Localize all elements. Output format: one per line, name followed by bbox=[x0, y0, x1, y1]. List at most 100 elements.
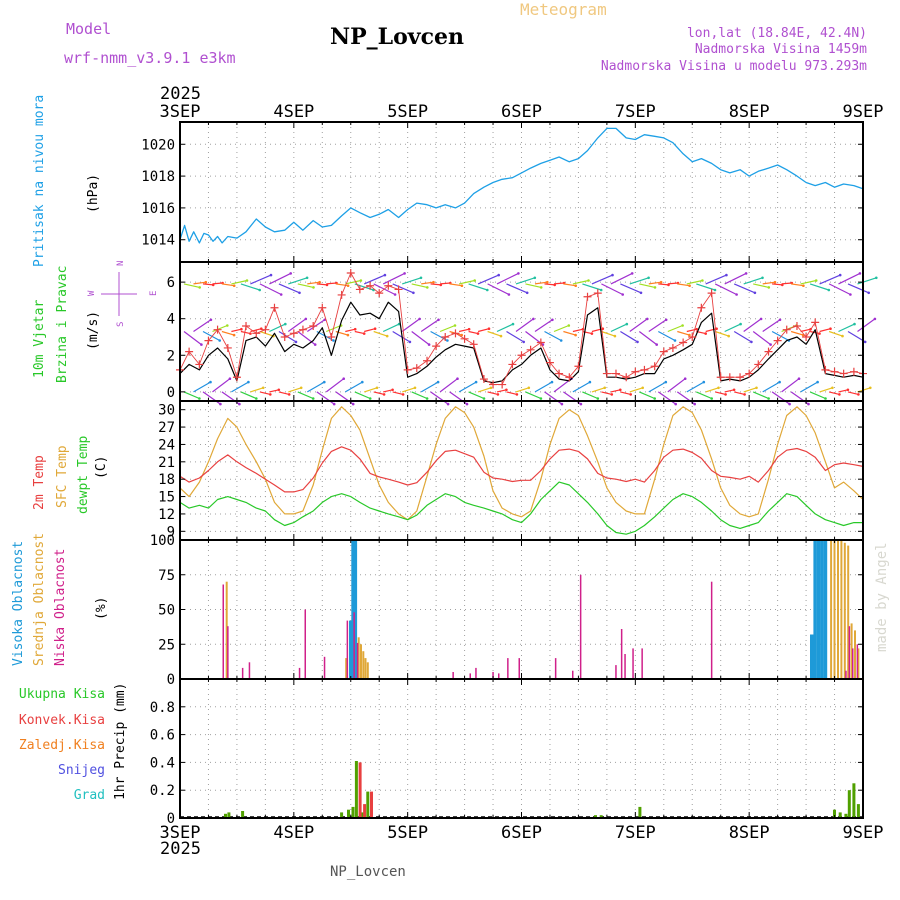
cloud-low-bar bbox=[845, 670, 847, 679]
wind-gust-marker bbox=[611, 369, 620, 378]
wind-arrow bbox=[686, 328, 697, 333]
wind-arrow-head bbox=[362, 332, 366, 335]
wind-arrow bbox=[572, 328, 584, 333]
wind-arrow-head bbox=[373, 327, 377, 331]
wind-arrow bbox=[212, 378, 231, 393]
wind-arrow bbox=[800, 381, 818, 393]
cloud-low-bar bbox=[507, 658, 509, 679]
wind-arrow-head bbox=[375, 386, 379, 390]
wind-arrow bbox=[667, 324, 683, 333]
wind-gust-marker bbox=[384, 281, 393, 290]
wind-arrow-head bbox=[641, 386, 644, 390]
wind-arrow bbox=[316, 283, 328, 286]
day-label-top: 6SEP bbox=[501, 102, 542, 122]
wind-arrow-head bbox=[574, 333, 577, 337]
wind-arrow bbox=[838, 272, 861, 285]
wind-arrow bbox=[582, 283, 602, 291]
wind-arrow-head bbox=[681, 324, 684, 327]
wind-arrow-head bbox=[688, 333, 691, 337]
cloud-high-bar bbox=[820, 540, 824, 679]
wind-gust-marker bbox=[640, 365, 649, 374]
wind-arrow-head bbox=[863, 340, 867, 344]
wind-arrow bbox=[809, 391, 826, 400]
wind-arrow bbox=[354, 330, 365, 335]
wind-arrow-head bbox=[525, 291, 529, 295]
wind-arrow bbox=[857, 277, 877, 285]
wind-arrow bbox=[733, 330, 752, 343]
t2m-label: 2m Temp bbox=[32, 455, 47, 510]
wind-arrow bbox=[221, 330, 235, 336]
y-tick-label: 12 bbox=[158, 507, 175, 523]
wind-arrow-head bbox=[858, 272, 862, 275]
wind-arrow bbox=[544, 330, 562, 342]
wind-arrow-head bbox=[873, 317, 877, 321]
wind-gust-marker bbox=[792, 322, 801, 331]
wind-arrow-head bbox=[636, 340, 639, 344]
wind-arrow-head bbox=[511, 322, 515, 326]
wind-arrow bbox=[307, 281, 320, 285]
cloud-high-bar bbox=[823, 540, 828, 679]
wind-arrow-head bbox=[646, 317, 649, 321]
wind-arrow bbox=[857, 318, 876, 332]
wind-gust-marker bbox=[204, 336, 213, 345]
wind-arrow bbox=[753, 283, 769, 288]
wind-arrow bbox=[402, 387, 416, 393]
wind-arrow bbox=[743, 277, 763, 285]
wind-arrow bbox=[487, 330, 502, 337]
cloud-low-bar bbox=[641, 648, 643, 679]
wind-arrow-head bbox=[305, 276, 309, 280]
wind-arrow-head bbox=[567, 324, 571, 327]
wind-arrow-head bbox=[829, 327, 832, 331]
wind-arrow bbox=[202, 283, 214, 286]
data-layer bbox=[176, 127, 878, 819]
wind-arrow-head bbox=[655, 343, 658, 346]
wind-arrow bbox=[734, 391, 745, 395]
wind-arrow bbox=[287, 318, 307, 332]
wind-arrow bbox=[771, 391, 790, 405]
wind-arrow-head bbox=[587, 279, 590, 282]
wind-arrow-head bbox=[299, 386, 303, 390]
wind-arrow bbox=[231, 279, 248, 285]
precip-total-bar bbox=[227, 812, 231, 818]
wind-arrow-head bbox=[261, 386, 265, 390]
wind-arrow-head bbox=[551, 318, 554, 322]
wind-arrow bbox=[629, 387, 643, 393]
wind-arrow-head bbox=[413, 386, 417, 390]
wind-arrow-head bbox=[732, 388, 736, 392]
wind-arrow bbox=[715, 330, 729, 337]
wind-arrow bbox=[620, 330, 638, 343]
wind-arrow-head bbox=[539, 286, 543, 289]
cloud-high-bar bbox=[816, 540, 821, 679]
wind-arrow bbox=[686, 381, 705, 393]
wind-gust-marker bbox=[679, 338, 688, 347]
wind-arrow bbox=[620, 283, 642, 294]
wind-gust-marker bbox=[536, 338, 545, 347]
precip-total-bar bbox=[838, 812, 842, 818]
wind-arrow bbox=[648, 319, 667, 332]
precip-total-bar bbox=[360, 812, 364, 818]
y-tick-label: 0.8 bbox=[150, 700, 175, 716]
wind-arrow-head bbox=[773, 280, 777, 284]
wind-arrow-head bbox=[198, 397, 201, 400]
wind-gust-marker bbox=[195, 360, 204, 369]
cloud-mid-bar bbox=[837, 540, 839, 679]
wind-arrow bbox=[363, 274, 386, 285]
wind-arrow-head bbox=[342, 377, 346, 381]
wind-arrow-head bbox=[767, 286, 771, 289]
wind-arrow bbox=[781, 282, 792, 285]
wind-arrow-head bbox=[647, 276, 650, 280]
y-tick-label: 4 bbox=[167, 312, 175, 328]
wind-arrow-head bbox=[249, 332, 252, 335]
grid-layer bbox=[180, 122, 863, 819]
wind-arrow bbox=[458, 328, 470, 333]
day-label-bottom: 7SEP bbox=[615, 823, 656, 843]
wind-arrow-head bbox=[383, 273, 387, 277]
wind-arrow-head bbox=[727, 334, 730, 338]
legend-snow: Snijeg bbox=[58, 763, 105, 778]
wind-gust-marker bbox=[668, 343, 677, 352]
wind-arrow-head bbox=[204, 280, 208, 284]
day-label-top: 4SEP bbox=[273, 102, 314, 122]
wind-arrow-head bbox=[619, 388, 622, 392]
wind-arrow bbox=[800, 328, 811, 333]
tsfc-label: SFC Temp bbox=[55, 445, 70, 508]
